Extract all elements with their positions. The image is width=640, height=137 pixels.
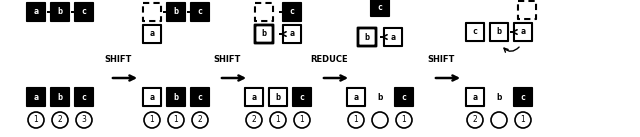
Text: 1: 1: [150, 115, 154, 125]
FancyBboxPatch shape: [269, 88, 287, 106]
Text: a: a: [33, 92, 38, 102]
Text: 2: 2: [58, 115, 62, 125]
FancyBboxPatch shape: [371, 0, 389, 16]
Text: b: b: [262, 29, 266, 38]
FancyBboxPatch shape: [27, 88, 45, 106]
Circle shape: [28, 112, 44, 128]
FancyBboxPatch shape: [518, 1, 536, 19]
FancyBboxPatch shape: [358, 28, 376, 46]
Text: b: b: [173, 8, 179, 16]
Text: a: a: [252, 92, 257, 102]
Circle shape: [515, 112, 531, 128]
FancyBboxPatch shape: [191, 88, 209, 106]
Text: a: a: [520, 28, 525, 36]
FancyBboxPatch shape: [75, 88, 93, 106]
Circle shape: [246, 112, 262, 128]
Circle shape: [467, 112, 483, 128]
Text: 1: 1: [276, 115, 280, 125]
Circle shape: [270, 112, 286, 128]
FancyBboxPatch shape: [167, 88, 185, 106]
Circle shape: [348, 112, 364, 128]
Text: a: a: [150, 92, 154, 102]
FancyBboxPatch shape: [167, 3, 185, 21]
FancyBboxPatch shape: [283, 3, 301, 21]
Text: SHIFT: SHIFT: [213, 55, 241, 64]
FancyBboxPatch shape: [514, 23, 532, 41]
Circle shape: [491, 112, 507, 128]
Text: 2: 2: [198, 115, 202, 125]
Text: REDUCE: REDUCE: [310, 55, 348, 64]
Text: b: b: [58, 8, 63, 16]
Text: 1: 1: [520, 115, 525, 125]
Text: b: b: [378, 92, 383, 102]
Text: b: b: [365, 32, 369, 42]
Text: 3: 3: [81, 115, 86, 125]
Circle shape: [76, 112, 92, 128]
FancyBboxPatch shape: [255, 25, 273, 43]
Text: c: c: [81, 92, 86, 102]
Text: 2: 2: [472, 115, 477, 125]
FancyBboxPatch shape: [490, 23, 508, 41]
Circle shape: [294, 112, 310, 128]
FancyBboxPatch shape: [395, 88, 413, 106]
FancyBboxPatch shape: [51, 88, 69, 106]
FancyBboxPatch shape: [51, 3, 69, 21]
FancyBboxPatch shape: [191, 3, 209, 21]
FancyBboxPatch shape: [143, 88, 161, 106]
FancyBboxPatch shape: [347, 88, 365, 106]
Text: a: a: [390, 32, 396, 42]
Text: a: a: [353, 92, 358, 102]
Text: 1: 1: [354, 115, 358, 125]
Text: c: c: [378, 2, 383, 12]
Text: c: c: [300, 92, 305, 102]
Text: b: b: [173, 92, 179, 102]
FancyBboxPatch shape: [384, 28, 402, 46]
Circle shape: [396, 112, 412, 128]
Circle shape: [372, 112, 388, 128]
FancyBboxPatch shape: [27, 3, 45, 21]
FancyBboxPatch shape: [283, 25, 301, 43]
Text: 1: 1: [402, 115, 406, 125]
Circle shape: [144, 112, 160, 128]
Text: c: c: [81, 8, 86, 16]
FancyBboxPatch shape: [255, 3, 273, 21]
FancyBboxPatch shape: [514, 88, 532, 106]
Text: b: b: [496, 92, 502, 102]
Text: a: a: [150, 29, 154, 38]
Text: SHIFT: SHIFT: [428, 55, 454, 64]
Text: a: a: [472, 92, 477, 102]
Text: b: b: [497, 28, 502, 36]
Text: c: c: [198, 92, 202, 102]
Text: 1: 1: [300, 115, 305, 125]
FancyBboxPatch shape: [466, 23, 484, 41]
Text: c: c: [401, 92, 406, 102]
Text: b: b: [275, 92, 280, 102]
FancyBboxPatch shape: [143, 3, 161, 21]
FancyBboxPatch shape: [245, 88, 263, 106]
Circle shape: [192, 112, 208, 128]
Text: 1: 1: [34, 115, 38, 125]
Text: c: c: [472, 28, 477, 36]
FancyBboxPatch shape: [143, 25, 161, 43]
Text: a: a: [33, 8, 38, 16]
Text: SHIFT: SHIFT: [104, 55, 132, 64]
Text: c: c: [289, 8, 294, 16]
FancyBboxPatch shape: [293, 88, 311, 106]
Text: 1: 1: [173, 115, 179, 125]
Text: a: a: [289, 29, 294, 38]
Text: c: c: [198, 8, 202, 16]
Text: b: b: [58, 92, 63, 102]
Text: 2: 2: [252, 115, 257, 125]
Circle shape: [52, 112, 68, 128]
Circle shape: [168, 112, 184, 128]
FancyBboxPatch shape: [466, 88, 484, 106]
FancyBboxPatch shape: [75, 3, 93, 21]
Text: c: c: [520, 92, 525, 102]
